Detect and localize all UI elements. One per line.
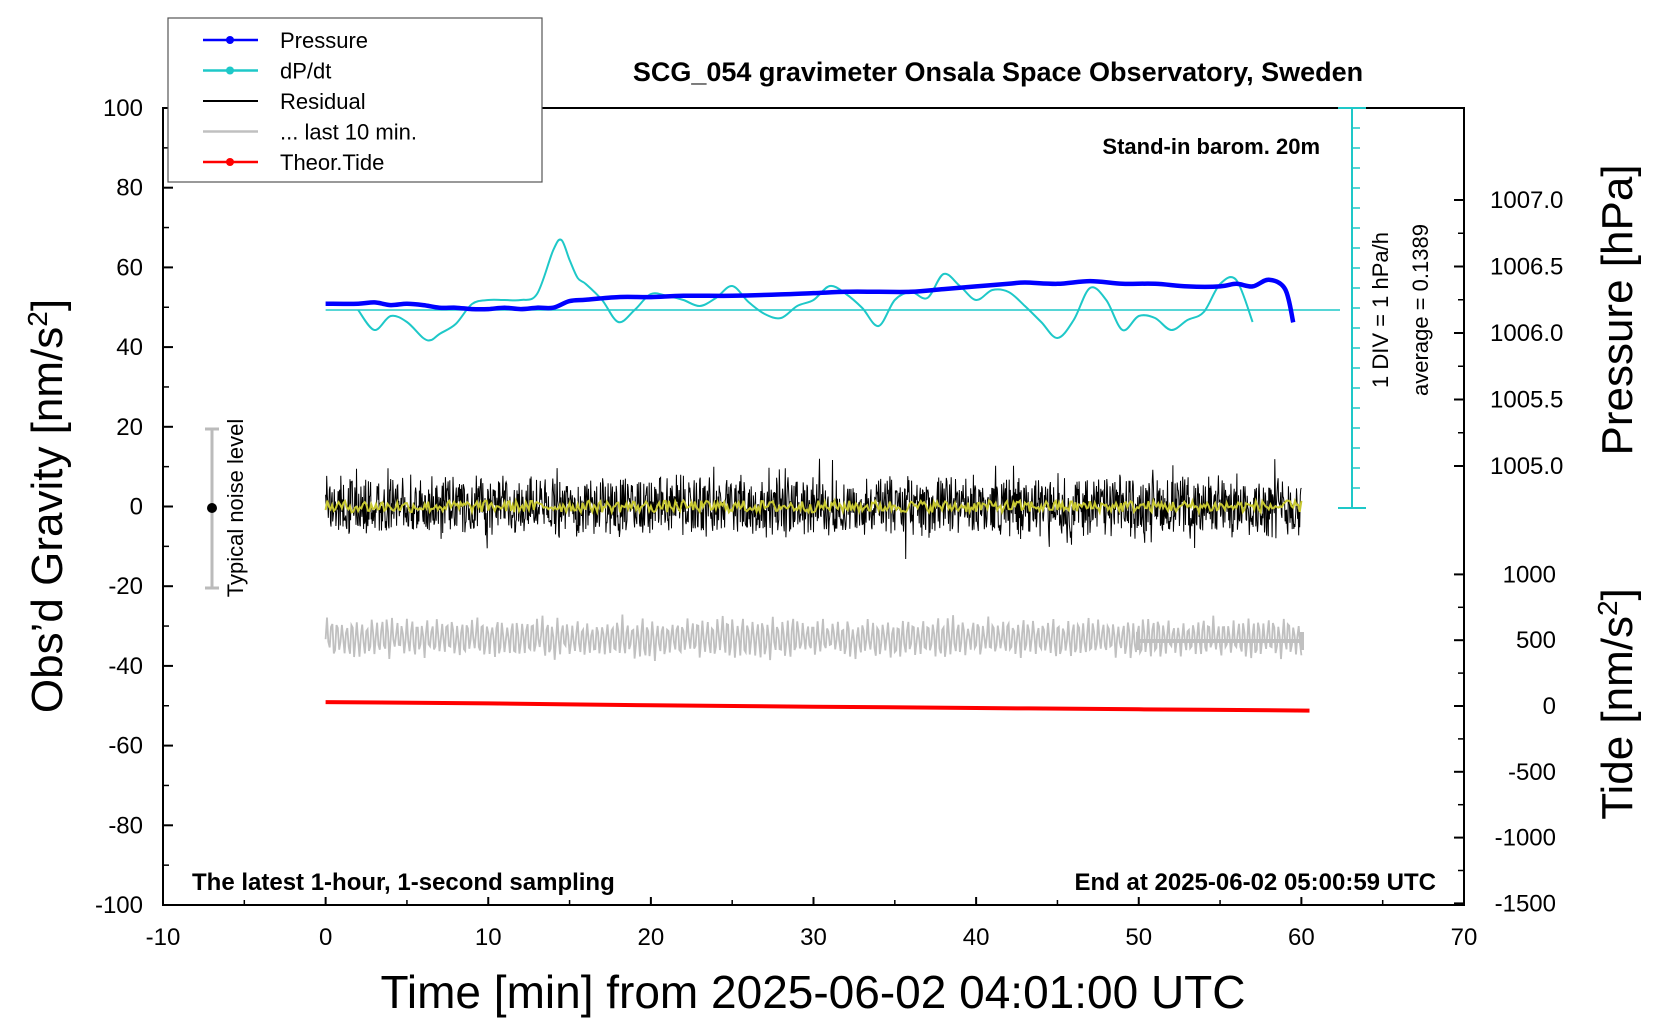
legend-label: ... last 10 min. [280,120,417,145]
x-tick-label: 70 [1451,924,1478,951]
tide-title-sup: 2 [1592,600,1623,616]
x-tick-label: 10 [475,924,502,951]
series-group [324,238,1340,713]
tide-line [325,700,1310,713]
y-left-tick-label: 60 [116,254,143,281]
sampling-note: The latest 1-hour, 1-second sampling [192,869,615,896]
y-left-tick-label: -20 [108,573,143,600]
y-left-axis-title: Obs’d Gravity [nm/s2] [22,299,73,713]
y-left-tick-label: 0 [130,494,143,521]
pressure-tick-label: 1006.5 [1490,254,1563,281]
pressure-tick-label: 1005.5 [1490,387,1563,414]
y-left-tick-label: 80 [116,175,143,202]
y-left-tick-label: -60 [108,733,143,760]
y-left-tick-label: 40 [116,334,143,361]
noise-level-label: Typical noise level [223,419,248,598]
tide-tick-label: -500 [1508,759,1556,786]
y-left-tick-label: -100 [95,892,143,919]
y-left-ticks: 100 80 60 40 20 0 -20 -40 -60 -80 -100 [95,95,173,919]
y-left-title-main: Obs’d Gravity [nm/s [23,327,72,713]
tide-tick-label: -1500 [1495,890,1556,917]
y-left-title-end: ] [23,299,72,311]
div-scale-bar [1338,107,1366,509]
x-axis-ticks: -10 0 10 20 30 40 50 60 70 [146,897,1478,951]
x-tick-label: 0 [319,924,332,951]
tide-title-main: Tide [nm/s [1593,616,1642,820]
pressure-tick-label: 1005.0 [1490,453,1563,480]
legend: Pressure dP/dt Residual ... last 10 min. The… [167,17,543,183]
legend-label: dP/dt [280,59,331,84]
x-tick-label: 30 [800,924,827,951]
legend-label: Theor.Tide [280,150,384,175]
tide-tick-label: 1000 [1503,561,1556,588]
chart-title: SCG_054 gravimeter Onsala Space Observat… [633,57,1363,87]
barometer-note: Stand-in barom. 20m [1102,134,1320,159]
pressure-tick-label: 1007.0 [1490,187,1563,214]
tide-tick-label: 500 [1516,627,1556,654]
y-left-tick-label: -40 [108,653,143,680]
dpdt-line [357,238,1254,342]
tide-title-end: ] [1593,588,1642,600]
legend-entries: Pressure dP/dt Residual ... last 10 min. The… [203,28,417,175]
tide-axis-title: Tide [nm/s2] [1592,588,1643,820]
last-10-min-line [324,614,1303,661]
residual-line [325,458,1302,560]
x-tick-label: 50 [1125,924,1152,951]
pressure-axis-title: Pressure [hPa] [1593,164,1642,455]
y-left-tick-label: -80 [108,812,143,839]
x-axis-title: Time [min] from 2025-06-02 04:01:00 UTC [381,966,1246,1018]
end-time-note: End at 2025-06-02 05:00:59 UTC [1075,869,1437,896]
average-label: average = 0.1389 [1408,224,1433,396]
legend-marker [226,66,234,75]
div-label: 1 DIV = 1 hPa/h [1368,232,1393,388]
legend-label: Pressure [280,28,368,53]
pressure-tick-label: 1006.0 [1490,320,1563,347]
noise-level-marker [205,427,219,590]
legend-marker [226,158,234,166]
tide-axis-ticks: 1000 500 0 -500 -1000 -1500 [1454,561,1556,917]
y-left-tick-label: 100 [103,95,143,122]
legend-marker [226,36,234,44]
pressure-line [325,277,1296,323]
tide-tick-label: 0 [1543,693,1556,720]
y-left-title-sup: 2 [22,311,53,327]
x-tick-label: -10 [146,924,181,951]
tide-tick-label: -1000 [1495,825,1556,852]
x-tick-label: 40 [963,924,990,951]
y-left-tick-label: 20 [116,414,143,441]
residual-smoothed-line [324,497,1303,517]
x-tick-label: 20 [638,924,665,951]
last-10-min-bracket [1136,632,1304,650]
x-tick-label: 60 [1288,924,1315,951]
legend-label: Residual [280,89,366,114]
pressure-axis-ticks: 1007.0 1006.5 1006.0 1005.5 1005.0 [1454,187,1563,480]
